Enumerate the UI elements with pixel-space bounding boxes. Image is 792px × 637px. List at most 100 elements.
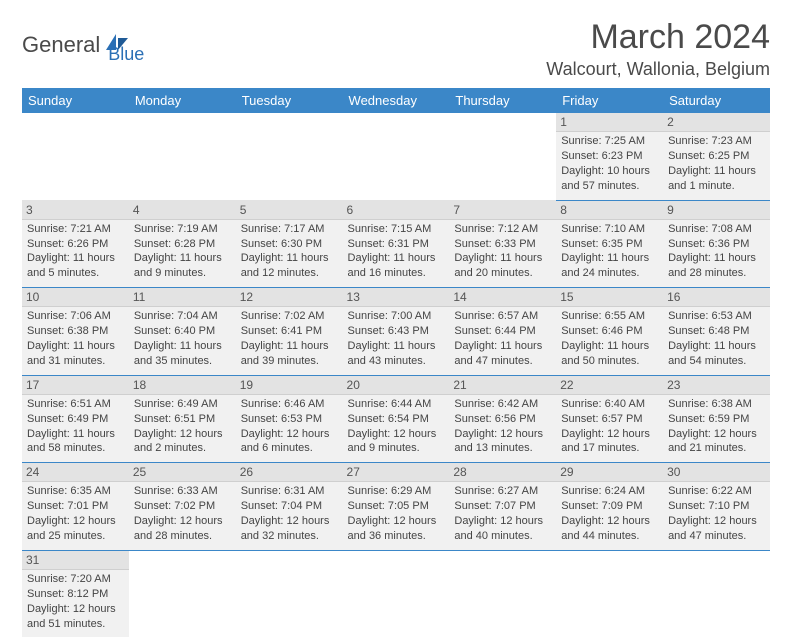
sunset-text: Sunset: 6:31 PM [348, 237, 445, 252]
daylight-text: Daylight: 12 hours and 51 minutes. [27, 602, 124, 632]
day-number: 31 [22, 551, 129, 570]
title-block: March 2024 Walcourt, Wallonia, Belgium [546, 18, 770, 80]
week-row: 17Sunrise: 6:51 AMSunset: 6:49 PMDayligh… [22, 375, 770, 463]
sunset-text: Sunset: 6:54 PM [348, 412, 445, 427]
sunrise-text: Sunrise: 6:49 AM [134, 397, 231, 412]
day-cell: 3Sunrise: 7:21 AMSunset: 6:26 PMDaylight… [22, 200, 129, 288]
day-cell: 22Sunrise: 6:40 AMSunset: 6:57 PMDayligh… [556, 375, 663, 463]
sunrise-text: Sunrise: 7:19 AM [134, 222, 231, 237]
month-title: March 2024 [546, 18, 770, 57]
daylight-text: Daylight: 12 hours and 47 minutes. [668, 514, 765, 544]
day-cell: 16Sunrise: 6:53 AMSunset: 6:48 PMDayligh… [663, 288, 770, 376]
day-number: 27 [343, 463, 450, 482]
sunrise-text: Sunrise: 7:06 AM [27, 309, 124, 324]
sunset-text: Sunset: 6:46 PM [561, 324, 658, 339]
day-cell: 27Sunrise: 6:29 AMSunset: 7:05 PMDayligh… [343, 463, 450, 551]
day-cell: 31Sunrise: 7:20 AMSunset: 8:12 PMDayligh… [22, 550, 129, 637]
day-number: 21 [449, 376, 556, 395]
daylight-text: Daylight: 11 hours and 47 minutes. [454, 339, 551, 369]
sunset-text: Sunset: 6:23 PM [561, 149, 658, 164]
daylight-text: Daylight: 11 hours and 50 minutes. [561, 339, 658, 369]
sunrise-text: Sunrise: 7:10 AM [561, 222, 658, 237]
day-number: 1 [556, 113, 663, 132]
sunset-text: Sunset: 6:43 PM [348, 324, 445, 339]
day-cell: 9 Sunrise: 7:08 AMSunset: 6:36 PMDaylight… [663, 200, 770, 288]
logo-text-general: General [22, 32, 100, 58]
sunset-text: Sunset: 7:05 PM [348, 499, 445, 514]
day-number: 22 [556, 376, 663, 395]
daylight-text: Daylight: 11 hours and 43 minutes. [348, 339, 445, 369]
sunset-text: Sunset: 7:01 PM [27, 499, 124, 514]
daylight-text: Daylight: 11 hours and 35 minutes. [134, 339, 231, 369]
daylight-text: Daylight: 12 hours and 40 minutes. [454, 514, 551, 544]
day-cell: 30Sunrise: 6:22 AMSunset: 7:10 PMDayligh… [663, 463, 770, 551]
day-number: 24 [22, 463, 129, 482]
day-cell: 14Sunrise: 6:57 AMSunset: 6:44 PMDayligh… [449, 288, 556, 376]
daylight-text: Daylight: 12 hours and 13 minutes. [454, 427, 551, 457]
day-cell: 21 Sunrise: 6:42 AMSunset: 6:56 PMDayligh… [449, 375, 556, 463]
sunrise-text: Sunrise: 6:44 AM [348, 397, 445, 412]
day-cell: 26Sunrise: 6:31 AMSunset: 7:04 PMDayligh… [236, 463, 343, 551]
sunrise-text: Sunrise: 6:22 AM [668, 484, 765, 499]
week-row: 10Sunrise: 7:06 AMSunset: 6:38 PMDayligh… [22, 288, 770, 376]
calendar-table: Sunday Monday Tuesday Wednesday Thursday… [22, 88, 770, 637]
day-cell: 12Sunrise: 7:02 AMSunset: 6:41 PMDayligh… [236, 288, 343, 376]
day-number: 17 [22, 376, 129, 395]
sunset-text: Sunset: 6:33 PM [454, 237, 551, 252]
day-number: 7 [449, 201, 556, 220]
day-number: 10 [22, 288, 129, 307]
day-cell: 11Sunrise: 7:04 AMSunset: 6:40 PMDayligh… [129, 288, 236, 376]
day-number: 9 [663, 201, 770, 220]
sunrise-text: Sunrise: 6:42 AM [454, 397, 551, 412]
sunset-text: Sunset: 6:56 PM [454, 412, 551, 427]
sunrise-text: Sunrise: 7:00 AM [348, 309, 445, 324]
day-cell [343, 550, 450, 637]
sunrise-text: Sunrise: 7:23 AM [668, 134, 765, 149]
sunset-text: Sunset: 6:59 PM [668, 412, 765, 427]
sunrise-text: Sunrise: 7:21 AM [27, 222, 124, 237]
daylight-text: Daylight: 11 hours and 28 minutes. [668, 251, 765, 281]
sunrise-text: Sunrise: 6:46 AM [241, 397, 338, 412]
sunset-text: Sunset: 7:10 PM [668, 499, 765, 514]
daylight-text: Daylight: 11 hours and 24 minutes. [561, 251, 658, 281]
sunrise-text: Sunrise: 7:25 AM [561, 134, 658, 149]
day-cell: 2Sunrise: 7:23 AMSunset: 6:25 PMDaylight… [663, 113, 770, 200]
sunset-text: Sunset: 6:30 PM [241, 237, 338, 252]
daylight-text: Daylight: 12 hours and 9 minutes. [348, 427, 445, 457]
day-number: 4 [129, 201, 236, 220]
day-number: 8 [556, 201, 663, 220]
daylight-text: Daylight: 11 hours and 39 minutes. [241, 339, 338, 369]
sunrise-text: Sunrise: 7:17 AM [241, 222, 338, 237]
day-cell: 20Sunrise: 6:44 AMSunset: 6:54 PMDayligh… [343, 375, 450, 463]
day-number: 25 [129, 463, 236, 482]
day-number: 5 [236, 201, 343, 220]
sunrise-text: Sunrise: 6:29 AM [348, 484, 445, 499]
day-cell: 7Sunrise: 7:12 AMSunset: 6:33 PMDaylight… [449, 200, 556, 288]
sunrise-text: Sunrise: 6:38 AM [668, 397, 765, 412]
day-cell: 18Sunrise: 6:49 AMSunset: 6:51 PMDayligh… [129, 375, 236, 463]
sunrise-text: Sunrise: 7:15 AM [348, 222, 445, 237]
day-cell [236, 550, 343, 637]
day-header: Tuesday [236, 88, 343, 113]
day-cell: 10Sunrise: 7:06 AMSunset: 6:38 PMDayligh… [22, 288, 129, 376]
sunset-text: Sunset: 7:02 PM [134, 499, 231, 514]
sunrise-text: Sunrise: 6:24 AM [561, 484, 658, 499]
day-cell: 15Sunrise: 6:55 AMSunset: 6:46 PMDayligh… [556, 288, 663, 376]
day-number: 23 [663, 376, 770, 395]
day-number: 28 [449, 463, 556, 482]
day-number: 6 [343, 201, 450, 220]
logo: General Blue [22, 18, 144, 65]
daylight-text: Daylight: 12 hours and 25 minutes. [27, 514, 124, 544]
header: General Blue March 2024 Walcourt, Wallon… [22, 18, 770, 80]
day-cell: 29Sunrise: 6:24 AMSunset: 7:09 PMDayligh… [556, 463, 663, 551]
day-cell: 17Sunrise: 6:51 AMSunset: 6:49 PMDayligh… [22, 375, 129, 463]
sunrise-text: Sunrise: 7:20 AM [27, 572, 124, 587]
sunset-text: Sunset: 6:36 PM [668, 237, 765, 252]
sunrise-text: Sunrise: 6:40 AM [561, 397, 658, 412]
day-cell [129, 113, 236, 200]
daylight-text: Daylight: 11 hours and 20 minutes. [454, 251, 551, 281]
sunset-text: Sunset: 6:51 PM [134, 412, 231, 427]
day-number: 3 [22, 201, 129, 220]
sunset-text: Sunset: 6:35 PM [561, 237, 658, 252]
sunrise-text: Sunrise: 7:08 AM [668, 222, 765, 237]
